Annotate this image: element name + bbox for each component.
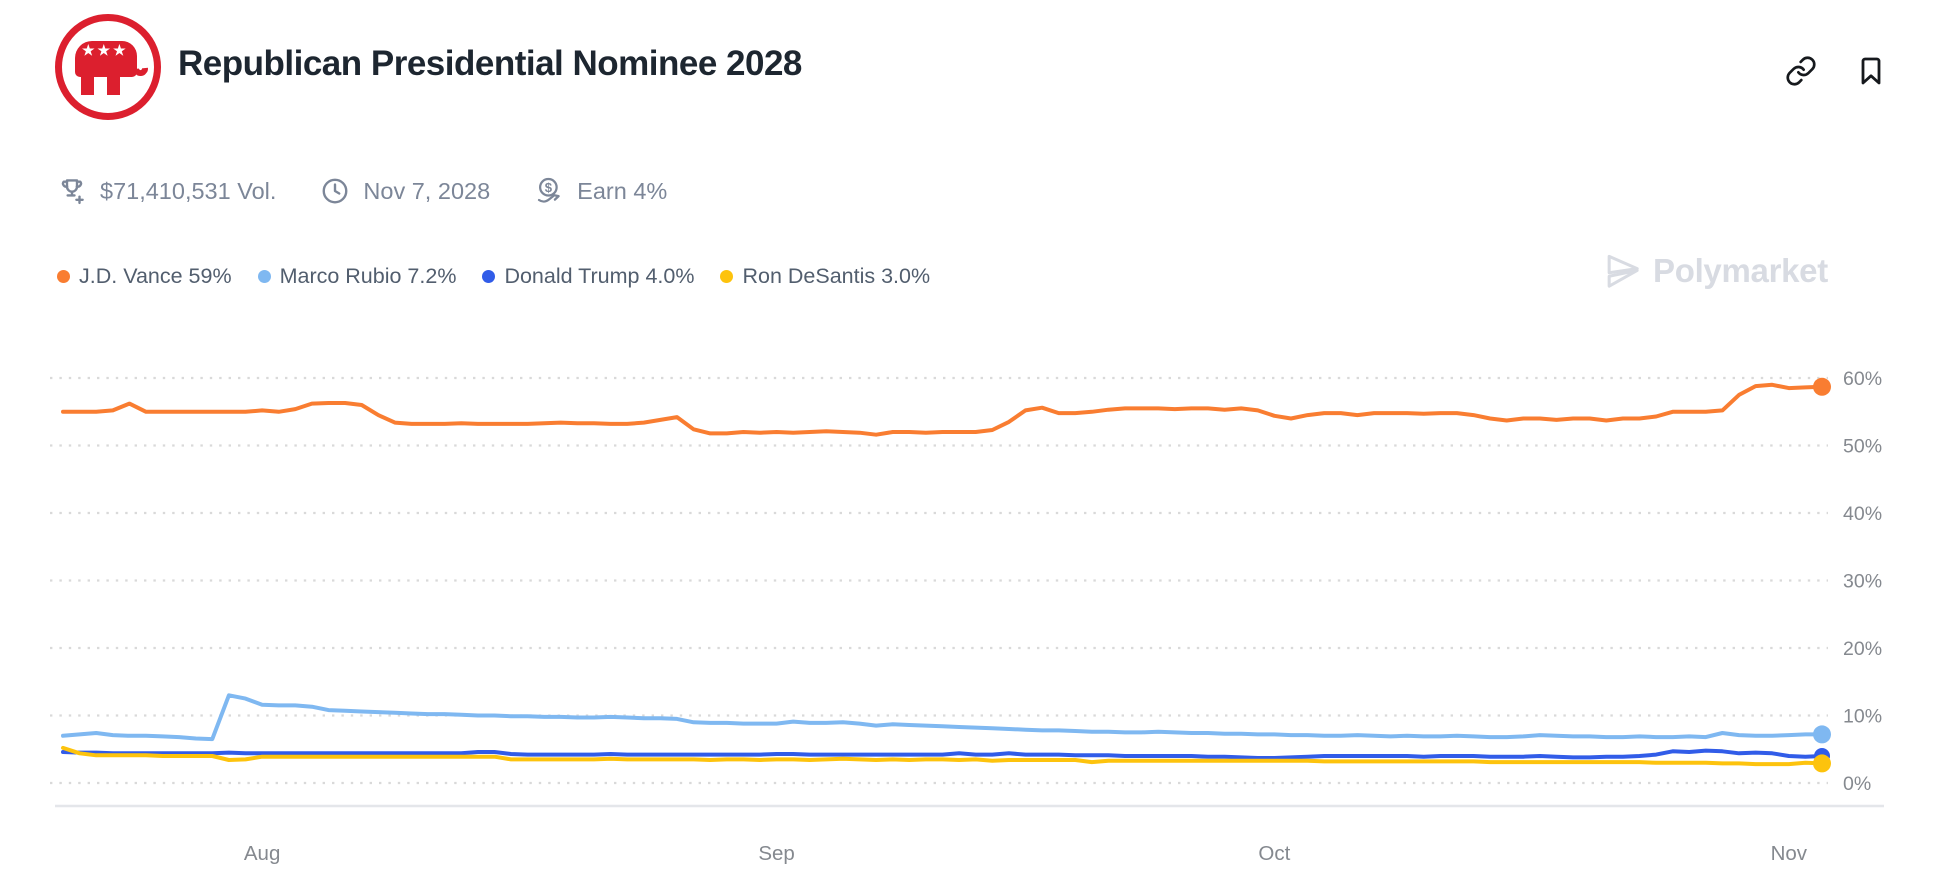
series-end-dot-j-d-vance xyxy=(1813,377,1831,396)
earn-stat[interactable]: $ Earn 4% xyxy=(534,176,667,206)
legend-item[interactable]: Ron DeSantis 3.0% xyxy=(720,264,930,289)
legend-label: Marco Rubio 7.2% xyxy=(279,264,457,288)
legend-label: Donald Trump 4.0% xyxy=(504,264,695,288)
y-tick-label: 30% xyxy=(1843,571,1882,593)
series-line-ron-desantis xyxy=(61,745,1824,767)
y-tick-label: 20% xyxy=(1843,638,1882,660)
legend-dot-icon xyxy=(720,270,734,283)
legend-item[interactable]: Donald Trump 4.0% xyxy=(482,264,694,289)
x-tick-label: Oct xyxy=(1258,842,1290,865)
copy-link-button[interactable] xyxy=(1784,54,1818,88)
polymarket-logo-icon xyxy=(1607,254,1639,288)
chart-legend: J.D. Vance 59% Marco Rubio 7.2% Donald Tru… xyxy=(57,264,956,289)
market-logo: ★★★ xyxy=(55,14,161,120)
volume-value: $71,410,531 Vol. xyxy=(100,177,277,204)
series-line-j-d-vance xyxy=(61,382,1824,437)
svg-text:$: $ xyxy=(545,180,553,195)
legend-dot-icon xyxy=(57,270,70,283)
series-end-dot-marco-rubio xyxy=(1813,725,1831,744)
trophy-plus-icon xyxy=(61,179,84,205)
y-tick-label: 0% xyxy=(1843,773,1871,795)
legend-dot-icon xyxy=(257,270,271,283)
y-tick-label: 60% xyxy=(1843,368,1882,390)
x-tick-label: Sep xyxy=(758,842,794,865)
earn-dollar-icon: $ xyxy=(538,177,560,203)
x-tick-label: Aug xyxy=(244,842,280,865)
clock-icon xyxy=(322,178,348,204)
watermark-text: Polymarket xyxy=(1653,252,1828,289)
x-tick-label: Nov xyxy=(1771,842,1808,865)
market-stats-row: $71,410,531 Vol. Nov 7, 2028 $ Earn 4% xyxy=(57,176,667,206)
bookmark-button[interactable] xyxy=(1854,54,1888,88)
y-tick-label: 40% xyxy=(1843,503,1882,525)
volume-stat: $71,410,531 Vol. xyxy=(57,176,276,206)
earn-value: Earn 4% xyxy=(577,177,668,204)
legend-item[interactable]: J.D. Vance 59% xyxy=(57,264,232,289)
y-tick-label: 50% xyxy=(1843,436,1882,458)
series-end-dot-ron-desantis xyxy=(1813,754,1831,773)
polymarket-watermark: Polymarket xyxy=(1601,250,1828,292)
legend-item[interactable]: Marco Rubio 7.2% xyxy=(257,264,457,289)
legend-dot-icon xyxy=(482,270,496,283)
series-line-marco-rubio xyxy=(61,693,1824,742)
gop-elephant-icon: ★★★ xyxy=(73,39,152,97)
legend-label: Ron DeSantis 3.0% xyxy=(742,264,931,288)
end-date-stat: Nov 7, 2028 xyxy=(320,176,490,206)
end-date-value: Nov 7, 2028 xyxy=(363,177,491,204)
bookmark-icon xyxy=(1861,57,1881,85)
series-line-donald-trump xyxy=(61,748,1824,760)
page-title: Republican Presidential Nominee 2028 xyxy=(178,44,802,83)
y-tick-label: 10% xyxy=(1843,706,1882,728)
link-icon xyxy=(1786,56,1816,86)
legend-label: J.D. Vance 59% xyxy=(79,264,232,288)
